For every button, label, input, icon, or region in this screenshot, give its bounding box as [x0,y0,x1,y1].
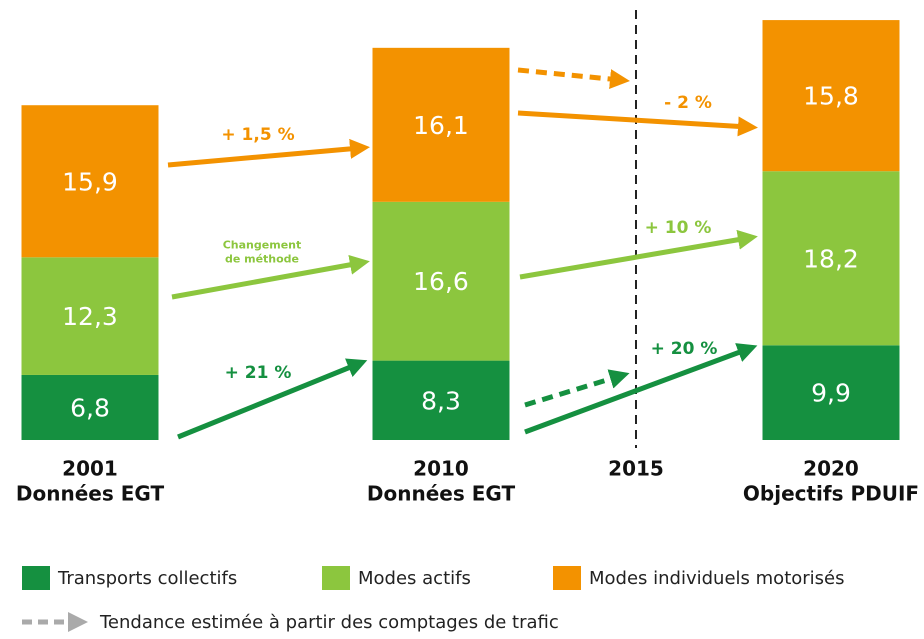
value-label: 12,3 [62,302,118,331]
value-label: 9,9 [811,379,851,408]
annotation: Changement de méthode [223,238,302,265]
x-tick-sublabel: Données EGT [367,482,516,506]
bar-segment [762,20,900,172]
dashed-trend-arrow [524,369,630,408]
bar-segment [372,47,510,202]
bar-segment [372,360,510,440]
value-label: 15,9 [62,167,118,196]
bar-segment [762,345,900,440]
trend-arrow [177,358,368,440]
value-label: 16,6 [413,267,469,296]
trend-arrow [167,138,370,168]
annotation: + 20 % [651,339,718,359]
value-label: 8,3 [421,386,461,415]
legend-label: Modes actifs [358,568,471,589]
annotation: - 2 % [664,93,712,113]
value-label: 16,1 [413,111,469,140]
trend-arrow [171,254,370,300]
x-tick-sublabel: Données EGT [16,482,165,506]
x-tick-sublabel: Objectifs PDUIF [743,482,919,506]
x-tick-label: 2020 [803,457,859,481]
x-tick-label: 2010 [413,457,469,481]
trend-arrow [517,110,758,137]
annotation: + 21 % [225,363,292,383]
bar-segment [372,201,510,361]
bar-segment [21,105,159,258]
value-label: 6,8 [70,393,110,422]
value-label: 15,8 [803,82,859,111]
x-tick-label: 2001 [62,457,118,481]
legend-swatch [553,566,581,590]
value-label: 18,2 [803,244,859,273]
legend-label: Transports collectifs [57,568,237,589]
bar-segment [762,171,900,346]
annotation: + 10 % [645,218,712,238]
trend-legend-label: Tendance estimée à partir des comptages … [99,612,559,633]
trend-arrow [519,229,758,280]
marker-label: 2015 [608,457,664,481]
legend-swatch [322,566,350,590]
trend-arrow [524,343,758,435]
legend-label: Modes individuels motorisés [589,568,845,589]
legend-swatch [22,566,50,590]
dashed-trend-arrow [517,67,630,89]
bar-segment [21,257,159,375]
bar-segment [21,374,159,440]
annotation: + 1,5 % [221,125,294,145]
